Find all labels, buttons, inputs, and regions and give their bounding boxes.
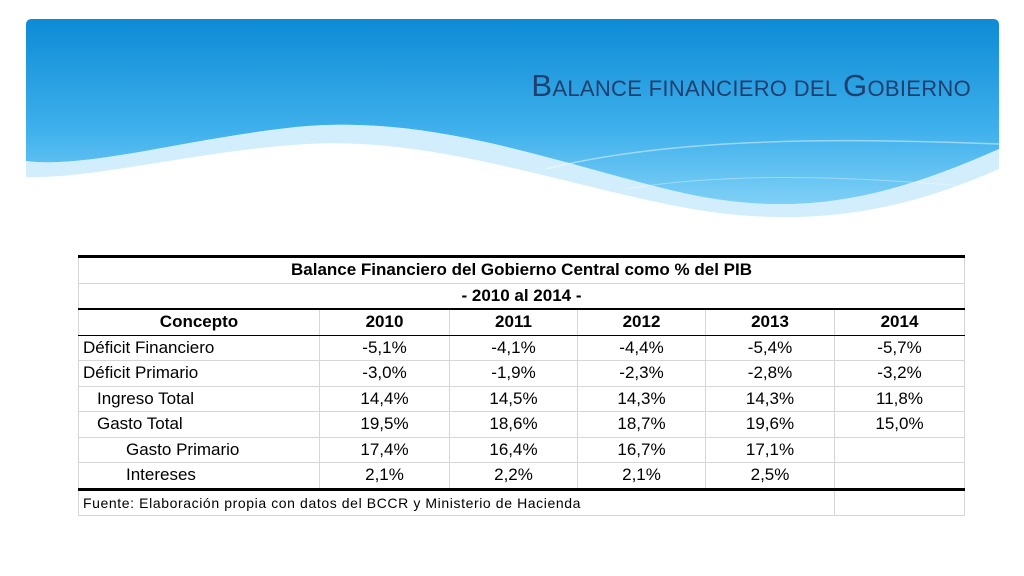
- cell: 16,4%: [449, 436, 578, 463]
- row-label: Gasto Total: [78, 411, 320, 438]
- header-2011: 2011: [449, 308, 578, 336]
- cell: 14,4%: [319, 385, 450, 412]
- cell: 14,5%: [449, 385, 578, 412]
- cell: 2,5%: [705, 462, 835, 490]
- table-row: Gasto Primario 17,4% 16,4% 16,7% 17,1%: [78, 436, 965, 463]
- cell: -2,3%: [577, 360, 706, 387]
- cell: -5,1%: [319, 334, 450, 361]
- cell: 16,7%: [577, 436, 706, 463]
- cell: [834, 436, 965, 463]
- cell: 11,8%: [834, 385, 965, 412]
- cell: -3,2%: [834, 360, 965, 387]
- cell: 15,0%: [834, 411, 965, 438]
- cell: 2,2%: [449, 462, 578, 490]
- title-initial-b: B: [531, 68, 553, 103]
- source-blank-cell: [834, 487, 965, 516]
- table-row: Intereses 2,1% 2,2% 2,1% 2,5%: [78, 462, 965, 490]
- header-concepto: Concepto: [78, 308, 320, 336]
- table-range: - 2010 al 2014 -: [78, 282, 965, 310]
- cell: 17,4%: [319, 436, 450, 463]
- source-note: Fuente: Elaboración propia con datos del…: [78, 487, 835, 516]
- slide-title: BALANCE FINANCIERO DEL GOBIERNO: [531, 68, 971, 104]
- cell: -1,9%: [449, 360, 578, 387]
- column-header-row: Concepto 2010 2011 2012 2013 2014: [78, 308, 965, 336]
- cell: -2,8%: [705, 360, 835, 387]
- cell: -3,0%: [319, 360, 450, 387]
- cell: 2,1%: [319, 462, 450, 490]
- row-label: Ingreso Total: [78, 385, 320, 412]
- header-2010: 2010: [319, 308, 450, 336]
- cell: -4,4%: [577, 334, 706, 361]
- table-row: Déficit Primario -3,0% -1,9% -2,3% -2,8%…: [78, 360, 965, 387]
- header-2014: 2014: [834, 308, 965, 336]
- table-title: Balance Financiero del Gobierno Central …: [78, 255, 965, 284]
- title-part-1: ALANCE FINANCIERO DEL: [552, 76, 844, 101]
- row-label: Intereses: [78, 462, 320, 490]
- cell: 14,3%: [705, 385, 835, 412]
- cell: 19,6%: [705, 411, 835, 438]
- table-row: Gasto Total 19,5% 18,6% 18,7% 19,6% 15,0…: [78, 411, 965, 438]
- cell: 17,1%: [705, 436, 835, 463]
- row-label: Gasto Primario: [78, 436, 320, 463]
- budget-table: Balance Financiero del Gobierno Central …: [78, 255, 965, 516]
- table-row: Déficit Financiero -5,1% -4,1% -4,4% -5,…: [78, 334, 965, 361]
- source-row: Fuente: Elaboración propia con datos del…: [78, 487, 965, 516]
- table-row: Ingreso Total 14,4% 14,5% 14,3% 14,3% 11…: [78, 385, 965, 412]
- cell: [834, 462, 965, 490]
- cell: -5,7%: [834, 334, 965, 361]
- row-label: Déficit Primario: [78, 360, 320, 387]
- cell: 18,6%: [449, 411, 578, 438]
- cell: 2,1%: [577, 462, 706, 490]
- wave-background: [26, 19, 999, 218]
- cell: 19,5%: [319, 411, 450, 438]
- cell: -4,1%: [449, 334, 578, 361]
- cell: -5,4%: [705, 334, 835, 361]
- row-label: Déficit Financiero: [78, 334, 320, 361]
- table-range-row: - 2010 al 2014 -: [78, 282, 965, 310]
- cell: 14,3%: [577, 385, 706, 412]
- title-initial-g: G: [843, 68, 868, 103]
- header-2013: 2013: [705, 308, 835, 336]
- table-title-row: Balance Financiero del Gobierno Central …: [78, 255, 965, 284]
- header-2012: 2012: [577, 308, 706, 336]
- header-banner: [26, 19, 999, 219]
- cell: 18,7%: [577, 411, 706, 438]
- title-part-2: OBIERNO: [867, 76, 971, 101]
